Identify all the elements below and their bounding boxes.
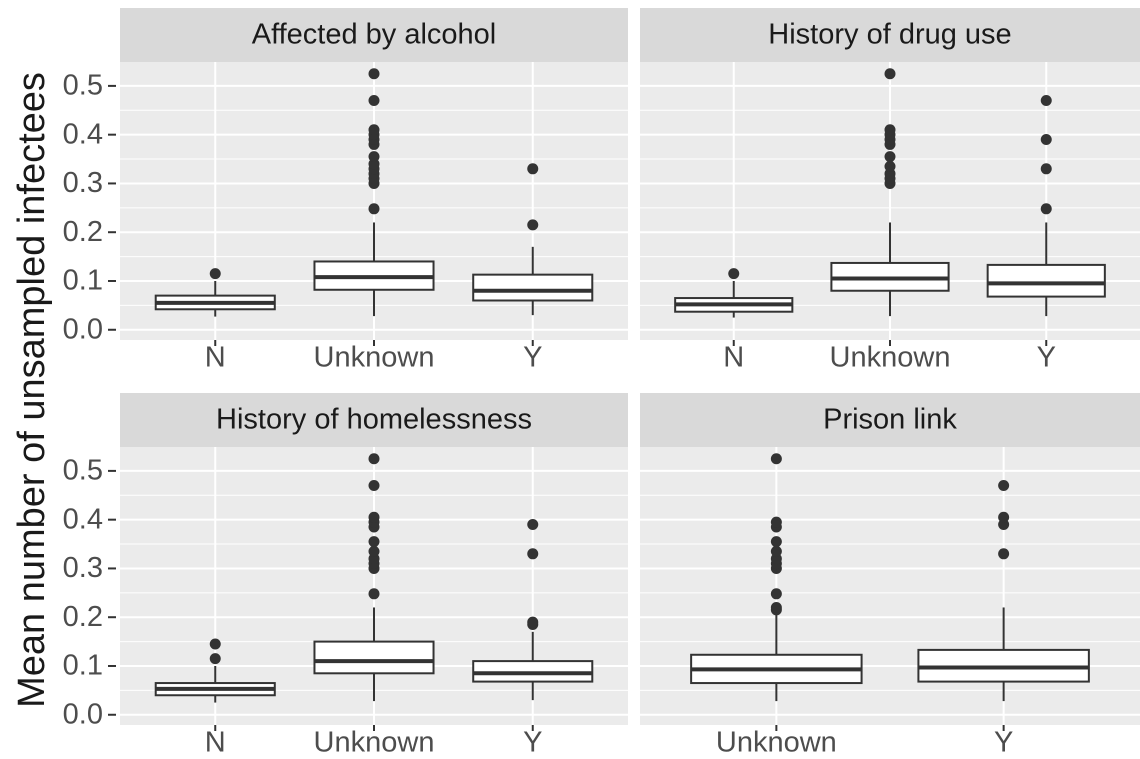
x-tick-label: Unknown [830, 342, 951, 374]
outlier [368, 545, 380, 557]
outlier [368, 95, 380, 107]
x-tick-label: Y [523, 342, 542, 374]
y-tick-label: 0.1 [63, 265, 103, 297]
outlier [209, 268, 221, 280]
x-tick-label: Y [994, 727, 1013, 759]
outlier [527, 616, 539, 628]
y-tick-label: 0.5 [63, 455, 103, 487]
outlier [368, 588, 380, 600]
outlier [884, 68, 896, 80]
outlier [1040, 163, 1052, 175]
outlier [368, 536, 380, 548]
y-tick-label: 0.5 [63, 70, 103, 102]
outlier [728, 268, 740, 280]
x-tick-label: Y [523, 727, 542, 759]
outlier [770, 453, 782, 465]
y-tick-label: 0.4 [63, 503, 103, 535]
y-tick-label: 0.2 [63, 601, 103, 633]
strip-background [640, 393, 1140, 447]
outlier [1040, 134, 1052, 146]
outlier [998, 511, 1010, 523]
outlier [368, 124, 380, 136]
outlier [368, 480, 380, 492]
outlier [770, 588, 782, 600]
outlier [770, 545, 782, 557]
outlier [884, 124, 896, 136]
outlier [527, 163, 539, 175]
outlier [998, 548, 1010, 560]
y-tick-label: 0.3 [63, 167, 103, 199]
outlier [368, 511, 380, 523]
y-tick-label: 0.1 [63, 650, 103, 682]
outlier [368, 203, 380, 215]
outlier [1040, 203, 1052, 215]
y-tick-label: 0.0 [63, 698, 103, 730]
strip-title: Affected by alcohol [252, 19, 497, 51]
x-tick-label: Y [1037, 342, 1056, 374]
x-tick-label: Unknown [716, 727, 837, 759]
outlier [368, 151, 380, 163]
outlier [884, 151, 896, 163]
strip-background [640, 8, 1140, 62]
outlier [770, 601, 782, 613]
outlier [770, 516, 782, 528]
outlier [209, 653, 221, 665]
strip-background [120, 393, 628, 447]
outlier [770, 536, 782, 548]
y-axis-label: Mean number of unsampled infectees [11, 72, 53, 708]
outlier [368, 68, 380, 80]
outlier [527, 219, 539, 231]
strip-title: Prison link [823, 404, 957, 436]
strip-background [120, 8, 628, 62]
x-tick-label: N [723, 342, 744, 374]
y-tick-label: 0.0 [63, 313, 103, 345]
x-tick-label: N [205, 342, 226, 374]
y-tick-label: 0.4 [63, 118, 103, 150]
outlier [998, 480, 1010, 492]
box [472, 273, 594, 302]
outlier [884, 160, 896, 172]
outlier [1040, 95, 1052, 107]
strip-title: History of drug use [768, 19, 1011, 51]
box [986, 263, 1106, 298]
y-tick-label: 0.2 [63, 216, 103, 248]
x-tick-label: N [205, 727, 226, 759]
box [313, 640, 435, 675]
x-tick-label: Unknown [314, 727, 435, 759]
outlier [527, 548, 539, 560]
x-tick-label: Unknown [314, 342, 435, 374]
outlier [527, 519, 539, 531]
strip-title: History of homelessness [216, 404, 532, 436]
outlier [368, 453, 380, 465]
outlier [209, 638, 221, 650]
y-tick-label: 0.3 [63, 552, 103, 584]
